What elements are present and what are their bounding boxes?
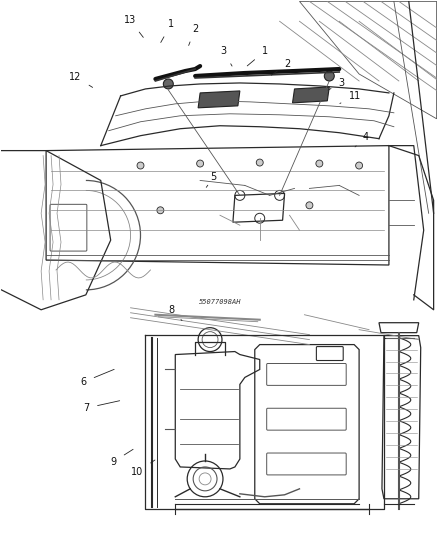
Text: 13: 13 [124, 15, 143, 37]
Text: 6: 6 [80, 369, 114, 387]
Circle shape [324, 71, 334, 81]
Text: 1: 1 [247, 46, 268, 66]
Text: 8: 8 [168, 305, 182, 320]
Text: 11: 11 [340, 91, 361, 103]
Text: 2: 2 [272, 59, 291, 75]
Text: 3: 3 [220, 46, 232, 66]
Circle shape [163, 79, 173, 89]
Circle shape [137, 162, 144, 169]
Text: 5: 5 [206, 172, 216, 188]
Circle shape [316, 160, 323, 167]
Circle shape [356, 162, 363, 169]
Text: 9: 9 [111, 449, 133, 466]
Text: 10: 10 [131, 460, 155, 477]
Text: 1: 1 [161, 19, 174, 43]
Text: 55077098AH: 55077098AH [199, 299, 241, 305]
Circle shape [306, 202, 313, 209]
Circle shape [157, 207, 164, 214]
Text: 3: 3 [328, 77, 345, 90]
Polygon shape [293, 87, 329, 103]
Polygon shape [198, 91, 240, 108]
Circle shape [197, 160, 204, 167]
Text: 2: 2 [189, 24, 198, 45]
Text: 7: 7 [83, 401, 120, 413]
Circle shape [256, 159, 263, 166]
Text: 4: 4 [355, 132, 369, 147]
Text: 12: 12 [69, 71, 92, 87]
